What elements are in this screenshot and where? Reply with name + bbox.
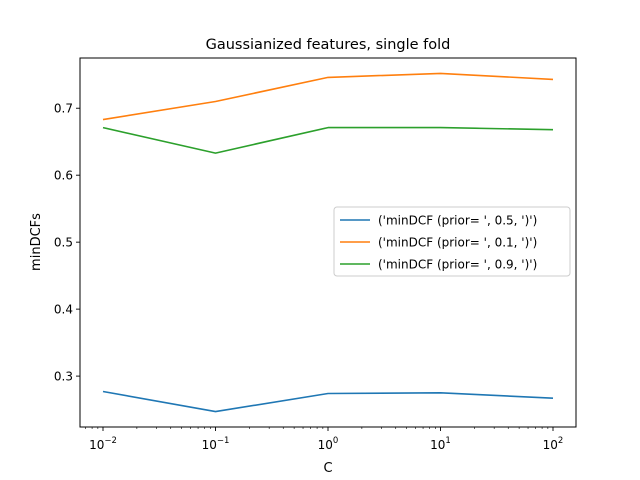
legend-box bbox=[333, 206, 571, 277]
x-axis-label: C bbox=[323, 461, 332, 476]
x-tick-label: 100 bbox=[318, 436, 339, 452]
series-line-3 bbox=[102, 126, 554, 154]
legend-label-2: ('minDCF (prior= ', 0.1, ')') bbox=[378, 236, 537, 250]
x-tick-label: 10−2 bbox=[89, 436, 117, 452]
y-axis-ticks: 0.3 0.4 0.5 0.6 0.7 bbox=[54, 102, 80, 384]
y-axis-label: minDCFs bbox=[29, 213, 44, 271]
y-tick-label: 0.7 bbox=[54, 102, 73, 116]
x-tick-label: 101 bbox=[430, 436, 451, 452]
legend: ('minDCF (prior= ', 0.5, ')') ('minDCF (p… bbox=[333, 206, 571, 277]
x-tick-label: 102 bbox=[543, 436, 564, 452]
x-tick-label: 10−1 bbox=[202, 436, 230, 452]
series-layer bbox=[102, 72, 554, 413]
y-tick-label: 0.4 bbox=[54, 303, 73, 317]
chart-title: Gaussianized features, single fold bbox=[206, 37, 451, 53]
series-line-2 bbox=[102, 72, 554, 121]
y-tick-label: 0.5 bbox=[54, 236, 73, 250]
y-tick-label: 0.3 bbox=[54, 370, 73, 384]
x-axis-ticks: 10−2 10−1 100 101 102 bbox=[85, 427, 564, 452]
y-tick-label: 0.6 bbox=[54, 169, 73, 183]
legend-label-1: ('minDCF (prior= ', 0.5, ')') bbox=[378, 214, 537, 228]
legend-label-3: ('minDCF (prior= ', 0.9, ')') bbox=[378, 258, 537, 272]
series-line-1 bbox=[102, 390, 554, 413]
